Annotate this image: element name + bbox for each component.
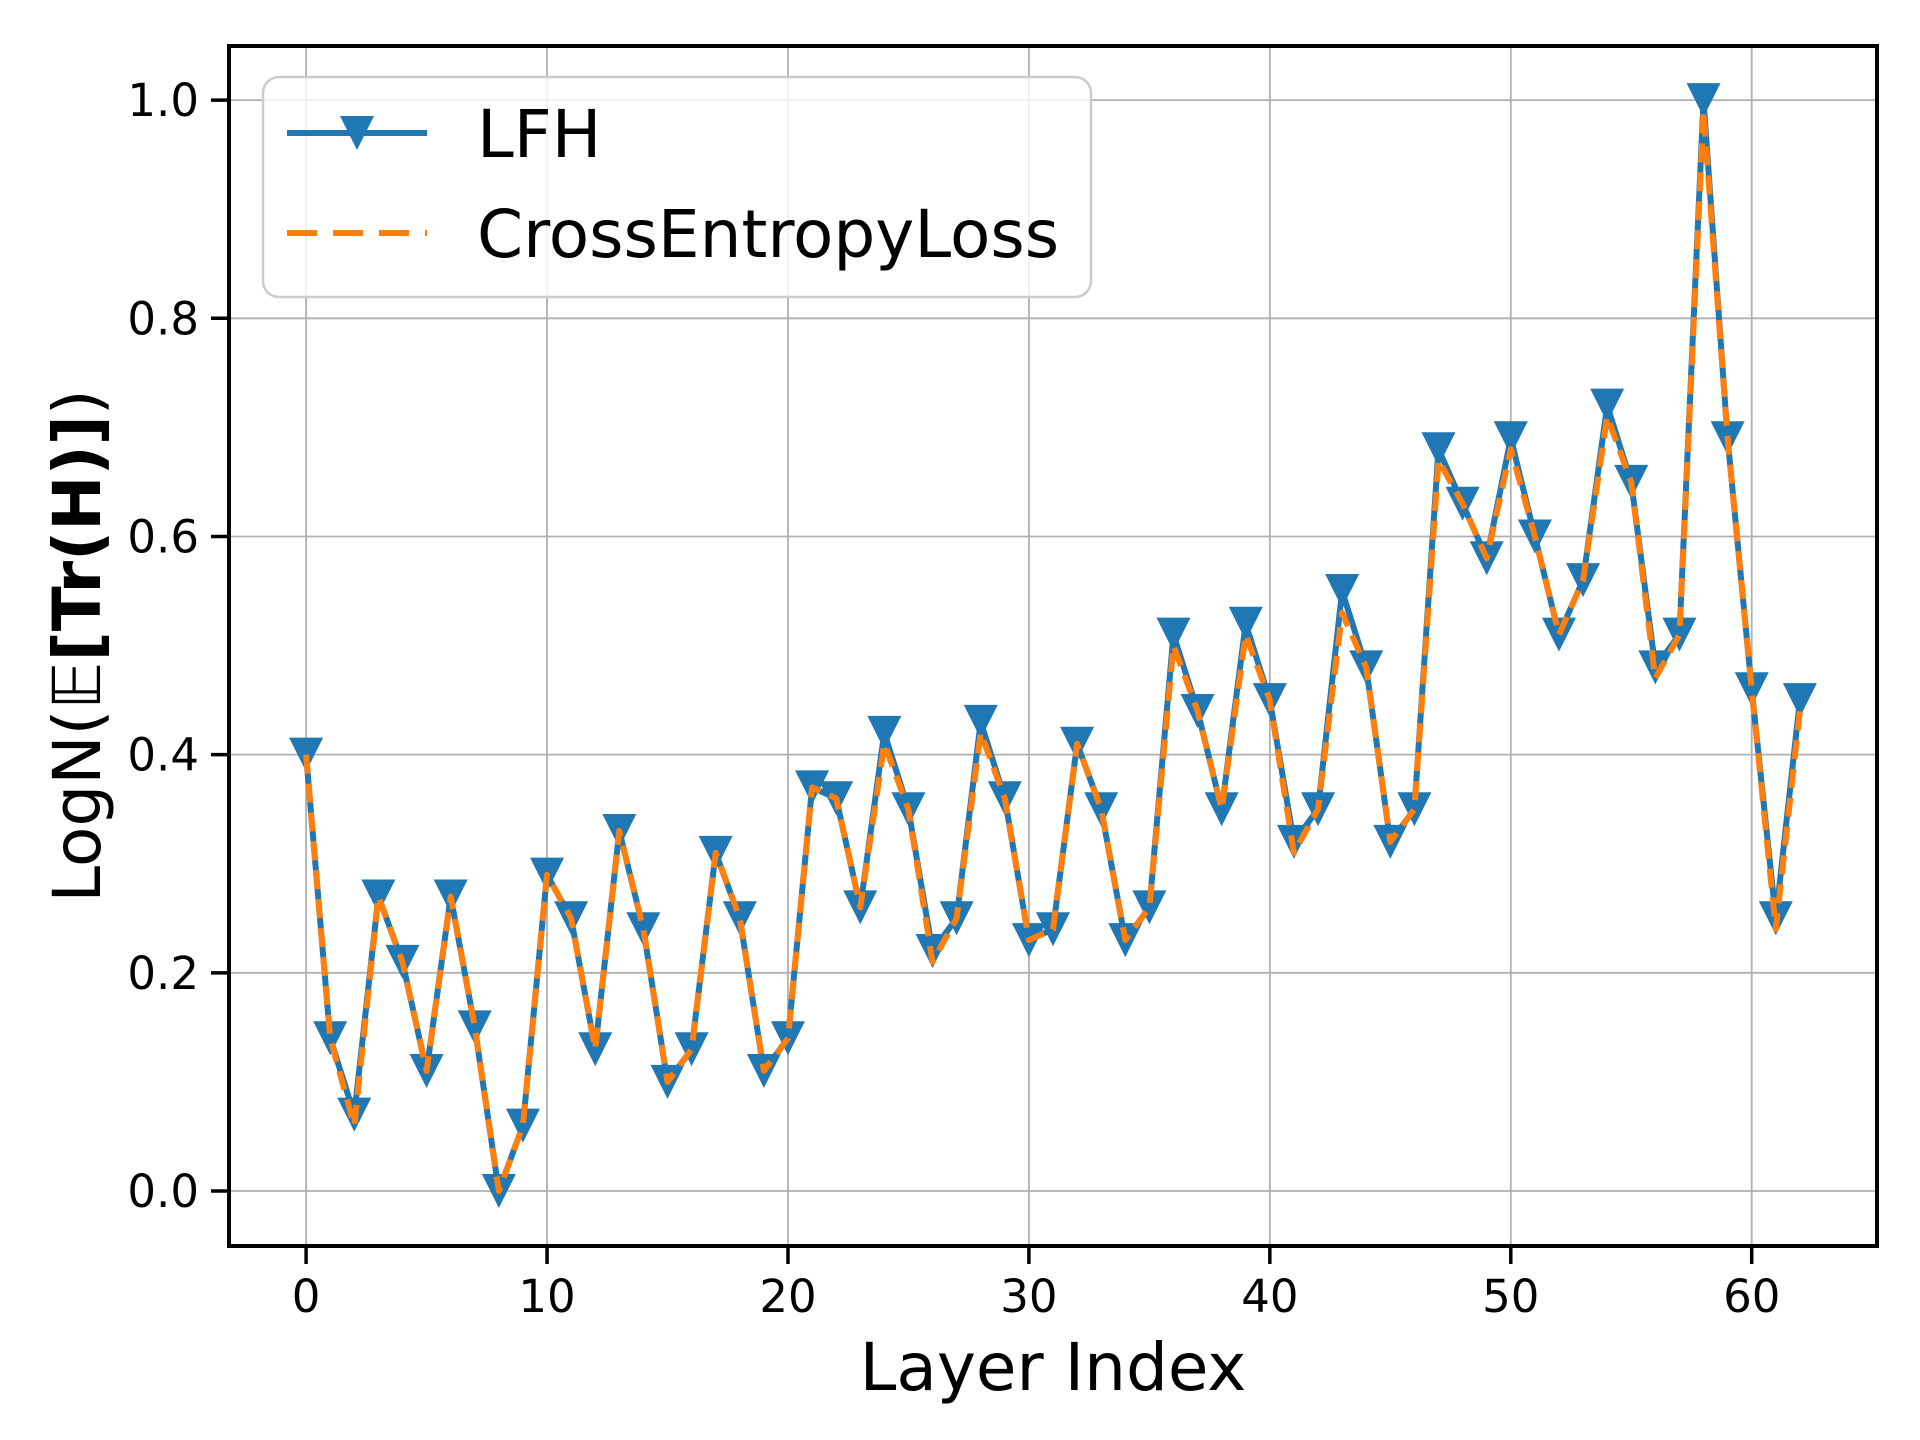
triangle-down-marker — [289, 737, 324, 772]
triangle-down-marker — [1156, 617, 1191, 652]
x-axis-label: Layer Index — [860, 1329, 1247, 1406]
x-tick-label: 40 — [1241, 1270, 1298, 1323]
triangle-down-marker — [505, 1108, 540, 1143]
y-axis-label-part: H — [39, 476, 116, 531]
x-tick-label: 60 — [1723, 1270, 1780, 1323]
y-axis-label-part: LogN( — [39, 710, 116, 903]
plot-border — [227, 44, 1879, 1248]
triangle-down-marker — [674, 1032, 709, 1067]
x-tick-label: 30 — [1000, 1270, 1057, 1323]
x-tick-label: 20 — [759, 1270, 816, 1323]
y-tick-label: 0.8 — [127, 292, 199, 345]
triangle-down-marker — [1541, 617, 1576, 652]
x-tick-label: 50 — [1482, 1270, 1539, 1323]
y-axis-label-part: [Tr( — [39, 531, 116, 662]
triangle-down-marker — [722, 901, 757, 936]
y-axis-label: LogN(𝔼[Tr(H)]) — [39, 389, 116, 902]
triangle-down-marker — [1204, 792, 1239, 827]
y-tick-label: 0.4 — [127, 729, 199, 782]
triangle-down-marker — [1662, 617, 1697, 652]
y-tick-label: 1.0 — [127, 74, 199, 127]
y-tick-label: 0.6 — [127, 510, 199, 563]
triangle-down-marker — [1325, 574, 1360, 609]
triangle-down-marker — [1686, 83, 1721, 118]
triangle-down-marker — [1493, 421, 1528, 456]
triangle-down-marker — [1397, 792, 1432, 827]
triangle-down-marker — [626, 912, 661, 947]
y-axis-label-part: )] — [39, 415, 116, 475]
legend-box — [261, 75, 1093, 299]
triangle-down-marker — [963, 704, 998, 739]
y-tick-label: 0.0 — [127, 1165, 199, 1218]
y-axis-label-part: ) — [39, 389, 116, 415]
triangle-down-marker — [1590, 388, 1625, 423]
triangle-down-marker — [1084, 792, 1119, 827]
y-axis-label-part: 𝔼 — [39, 661, 116, 709]
y-tick-label: 0.2 — [127, 947, 199, 1000]
triangle-down-marker — [578, 1032, 613, 1067]
triangle-down-marker — [1734, 672, 1769, 707]
x-tick-label: 10 — [518, 1270, 575, 1323]
legend-marker-lfh — [340, 116, 374, 150]
legend-label-crossentropyloss: CrossEntropyLoss — [477, 196, 1059, 273]
series-crossentropyloss-line — [303, 108, 1803, 1194]
legend: LFH CrossEntropyLoss — [261, 75, 1093, 299]
triangle-down-marker — [1132, 890, 1167, 925]
triangle-down-marker — [867, 715, 902, 750]
triangle-down-marker — [361, 879, 396, 914]
x-tick-label: 0 — [292, 1270, 321, 1323]
legend-label-lfh: LFH — [477, 96, 601, 173]
triangle-down-marker — [1782, 683, 1817, 718]
triangle-down-marker — [457, 1010, 492, 1045]
triangle-down-marker — [1228, 606, 1263, 641]
triangle-down-marker — [313, 1021, 348, 1056]
triangle-down-marker — [1421, 432, 1456, 467]
